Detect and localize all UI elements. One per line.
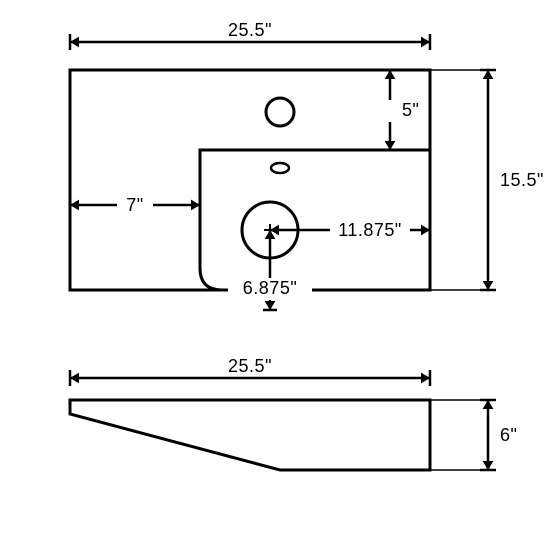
dim-drain-diameter-label: 6.875"	[243, 278, 297, 298]
technical-drawing: 25.5" 15.5" 7" 5" 11.875" 6.875" 25.5" 6"	[0, 0, 550, 550]
dim-side-height-label: 6"	[500, 425, 517, 445]
sink-top-outline	[70, 70, 430, 290]
dim-right-height-label: 15.5"	[500, 170, 544, 190]
dim-center-to-right: 11.875"	[270, 219, 430, 241]
dim-drain-diameter: 6.875"	[228, 230, 312, 310]
dim-top-width-label: 25.5"	[228, 20, 272, 40]
dim-center-to-right-label: 11.875"	[338, 220, 402, 240]
faucet-hole	[266, 98, 294, 126]
dim-top-inset: 5"	[383, 70, 419, 150]
dim-side-height	[480, 400, 496, 470]
dim-top-inset-label: 5"	[402, 100, 419, 120]
dim-side-width-label: 25.5"	[228, 356, 272, 376]
dim-left-inset: 7"	[70, 194, 200, 216]
sink-side-outline	[70, 400, 430, 470]
dim-right-height	[480, 70, 496, 290]
overflow-hole	[271, 163, 289, 173]
dim-left-inset-label: 7"	[126, 195, 143, 215]
